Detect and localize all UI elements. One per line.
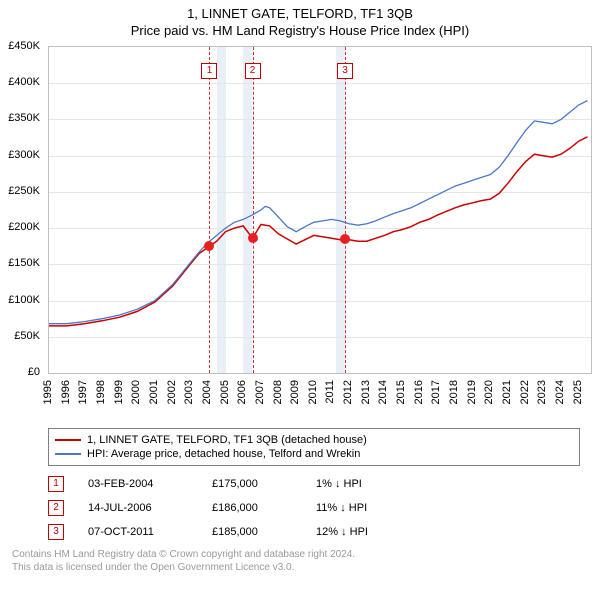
x-tick-label: 2025 [572, 380, 584, 404]
event-price: £186,000 [212, 502, 292, 514]
x-axis-labels: 1995199619971998199920002001200220032004… [48, 378, 592, 422]
x-tick-label: 2008 [272, 380, 284, 404]
x-tick-label: 2012 [342, 380, 354, 404]
legend-item-property: 1, LINNET GATE, TELFORD, TF1 3QB (detach… [55, 433, 573, 447]
sale-marker [248, 233, 258, 243]
footer: Contains HM Land Registry data © Crown c… [12, 548, 580, 574]
event-row: 3 07-OCT-2011 £185,000 12% ↓ HPI [48, 520, 580, 544]
y-tick-label: £150K [8, 257, 40, 269]
sale-marker [204, 241, 214, 251]
chart-subtitle: Price paid vs. HM Land Registry's House … [0, 21, 600, 42]
event-delta: 11% ↓ HPI [316, 502, 426, 514]
y-tick-label: £400K [8, 76, 40, 88]
event-delta: 12% ↓ HPI [316, 526, 426, 538]
legend-swatch [55, 453, 81, 455]
x-tick-label: 2009 [289, 380, 301, 404]
x-tick-label: 2000 [130, 380, 142, 404]
x-tick-label: 2018 [448, 380, 460, 404]
series-hpi [49, 101, 588, 324]
plot-area: 1 2 3 [48, 46, 592, 374]
sale-marker [340, 234, 350, 244]
x-tick-label: 2006 [236, 380, 248, 404]
x-tick-label: 2022 [519, 380, 531, 404]
x-tick-label: 2017 [430, 380, 442, 404]
y-tick-label: £450K [8, 40, 40, 52]
y-tick-label: £200K [8, 221, 40, 233]
event-date: 14-JUL-2006 [88, 502, 188, 514]
y-tick-label: £100K [8, 294, 40, 306]
event-number: 3 [48, 524, 64, 540]
y-tick-label: £50K [14, 330, 40, 342]
x-tick-label: 1995 [42, 380, 54, 404]
y-tick-label: £350K [8, 112, 40, 124]
x-tick-label: 2005 [219, 380, 231, 404]
x-tick-label: 2003 [183, 380, 195, 404]
event-date: 03-FEB-2004 [88, 478, 188, 490]
event-price: £175,000 [212, 478, 292, 490]
footer-line: Contains HM Land Registry data © Crown c… [12, 548, 580, 561]
chart-title: 1, LINNET GATE, TELFORD, TF1 3QB [0, 0, 600, 21]
y-tick-label: £300K [8, 149, 40, 161]
event-marker-box: 2 [245, 63, 261, 79]
legend: 1, LINNET GATE, TELFORD, TF1 3QB (detach… [48, 428, 580, 466]
x-tick-label: 2004 [201, 380, 213, 404]
event-marker-box: 1 [201, 63, 217, 79]
x-tick-label: 1998 [95, 380, 107, 404]
y-tick-label: £250K [8, 185, 40, 197]
x-tick-label: 2013 [360, 380, 372, 404]
event-marker-box: 3 [337, 63, 353, 79]
x-tick-label: 2020 [483, 380, 495, 404]
x-tick-label: 2024 [554, 380, 566, 404]
x-tick-label: 2011 [324, 380, 336, 404]
x-tick-label: 1999 [113, 380, 125, 404]
legend-label: HPI: Average price, detached house, Telf… [87, 448, 360, 460]
y-axis-labels: £0£50K£100K£150K£200K£250K£300K£350K£400… [0, 42, 44, 374]
chart: £0 £50K £100K £150K £200K £250K £300K £350K £400… [0, 42, 600, 422]
event-row: 1 03-FEB-2004 £175,000 1% ↓ HPI [48, 472, 580, 496]
series-property [49, 137, 588, 326]
x-tick-label: 1997 [77, 380, 89, 404]
legend-label: 1, LINNET GATE, TELFORD, TF1 3QB (detach… [87, 434, 367, 446]
x-tick-label: 2023 [536, 380, 548, 404]
x-tick-label: 2021 [501, 380, 513, 404]
chart-lines [49, 47, 591, 373]
x-tick-label: 2001 [148, 380, 160, 404]
event-number: 1 [48, 476, 64, 492]
event-row: 2 14-JUL-2006 £186,000 11% ↓ HPI [48, 496, 580, 520]
footer-line: This data is licensed under the Open Gov… [12, 561, 580, 574]
events-table: 1 03-FEB-2004 £175,000 1% ↓ HPI 2 14-JUL… [48, 472, 580, 544]
event-number: 2 [48, 500, 64, 516]
x-tick-label: 2002 [166, 380, 178, 404]
legend-swatch [55, 439, 81, 441]
event-date: 07-OCT-2011 [88, 526, 188, 538]
x-tick-label: 2016 [413, 380, 425, 404]
event-price: £185,000 [212, 526, 292, 538]
x-tick-label: 2015 [395, 380, 407, 404]
x-tick-label: 2007 [254, 380, 266, 404]
event-delta: 1% ↓ HPI [316, 478, 426, 490]
y-tick-label: £0 [28, 366, 40, 378]
x-tick-label: 2010 [307, 380, 319, 404]
legend-item-hpi: HPI: Average price, detached house, Telf… [55, 447, 573, 461]
x-tick-label: 2014 [377, 380, 389, 404]
x-tick-label: 2019 [466, 380, 478, 404]
x-tick-label: 1996 [60, 380, 72, 404]
